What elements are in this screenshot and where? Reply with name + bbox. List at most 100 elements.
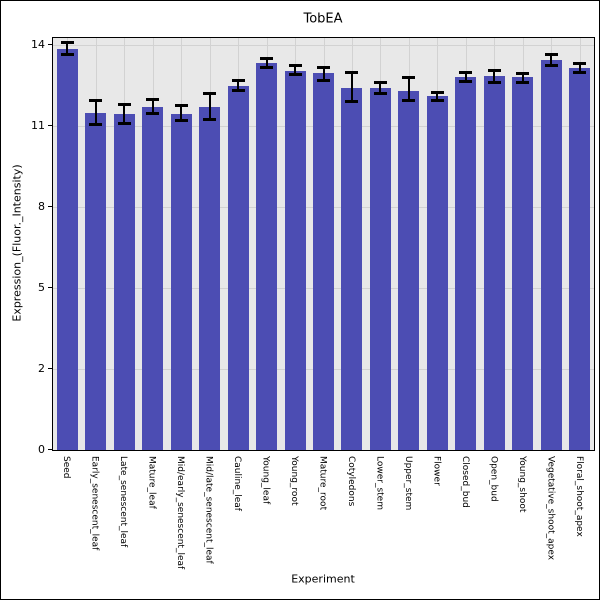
bar <box>170 113 192 450</box>
bar <box>142 107 164 450</box>
error-bar-cap <box>345 100 359 104</box>
error-bar-cap <box>231 89 245 93</box>
error-bar-line <box>436 92 439 101</box>
x-tick-label: Mid/late_senescent_leaf <box>203 456 214 564</box>
bar <box>85 112 107 450</box>
bar <box>540 59 562 450</box>
error-bar-cap <box>402 75 416 79</box>
x-tick-label: Young_shoot <box>516 456 527 513</box>
error-bar-cap <box>544 52 558 56</box>
error-bar-line <box>123 104 126 124</box>
error-bar-cap <box>174 104 188 108</box>
error-bar-cap <box>260 66 274 70</box>
error-bar-cap <box>146 97 160 101</box>
error-bar-cap <box>516 71 530 75</box>
bar <box>56 49 78 450</box>
x-tick-label: Early_senescent_leaf <box>89 456 100 551</box>
error-bar-cap <box>544 63 558 67</box>
x-tick-label: Cotyledons <box>345 456 356 507</box>
plot-area <box>52 37 595 451</box>
error-bar-cap <box>373 92 387 96</box>
error-bar-cap <box>117 102 131 106</box>
y-tick-mark <box>48 368 52 369</box>
bar <box>455 77 477 450</box>
error-bar-line <box>521 73 524 83</box>
x-tick-label: Closed_bud <box>459 456 470 508</box>
error-bar-line <box>94 100 97 125</box>
x-tick-label: Mature_leaf <box>146 456 157 509</box>
error-bar-line <box>578 63 581 72</box>
error-bar-cap <box>317 66 330 70</box>
error-bar-line <box>265 58 268 68</box>
bar <box>341 88 363 450</box>
y-tick-mark <box>48 449 52 450</box>
error-bar-line <box>66 42 69 55</box>
error-bar-cap <box>487 81 501 85</box>
error-bar-cap <box>174 119 188 123</box>
error-bar-cap <box>288 63 302 67</box>
error-bar-cap <box>430 98 444 102</box>
error-bar-cap <box>60 52 74 56</box>
bar <box>426 96 448 450</box>
y-tick-label: 5 <box>38 281 45 294</box>
error-bar-line <box>180 105 183 121</box>
bar <box>483 76 505 450</box>
x-tick-label: Flower <box>431 456 442 486</box>
y-tick-mark <box>48 125 52 126</box>
bar <box>369 88 391 450</box>
error-bar-cap <box>231 78 245 82</box>
error-bar-cap <box>459 79 473 83</box>
bar <box>256 62 278 450</box>
bar <box>313 73 334 450</box>
error-bar-cap <box>516 81 530 85</box>
y-tick-label: 0 <box>38 443 45 456</box>
error-bar-line <box>550 54 553 66</box>
bar <box>113 113 135 450</box>
error-bar-cap <box>317 78 330 82</box>
error-bar-cap <box>573 70 587 74</box>
error-bar-cap <box>146 112 160 116</box>
error-bar-cap <box>345 70 359 74</box>
x-tick-label: Late_senescent_leaf <box>118 456 129 548</box>
x-tick-label: Cauline_leaf <box>232 456 243 511</box>
y-axis-label: Expression_(Fluor._Intensity) <box>10 164 24 322</box>
y-tick-label: 8 <box>38 200 45 213</box>
error-bar-cap <box>430 90 444 94</box>
error-bar-cap <box>573 62 587 66</box>
error-bar-cap <box>89 98 103 102</box>
error-bar-line <box>294 65 297 75</box>
error-bar-cap <box>373 81 387 85</box>
error-bar-line <box>322 67 325 81</box>
error-bar-cap <box>487 69 501 73</box>
y-tick-label: 11 <box>31 119 45 132</box>
x-axis-label: Experiment <box>291 572 355 586</box>
bar <box>284 70 306 450</box>
error-bar-line <box>208 93 211 120</box>
error-bar-line <box>350 72 353 102</box>
error-bar-cap <box>117 121 131 125</box>
bar <box>199 107 221 450</box>
y-tick-label: 2 <box>38 362 45 375</box>
error-bar-cap <box>203 117 217 121</box>
x-tick-label: Floral_shoot_apex <box>573 456 584 537</box>
y-tick-mark <box>48 206 52 207</box>
bar <box>569 67 591 450</box>
bar <box>512 77 534 450</box>
error-bar-cap <box>60 40 74 44</box>
bar <box>227 85 249 450</box>
error-bar-cap <box>459 70 473 74</box>
x-tick-label: Upper_stem <box>402 456 413 511</box>
error-bar-cap <box>260 57 274 60</box>
x-tick-label: Young_root <box>289 456 300 506</box>
x-tick-label: Mature_root <box>317 456 328 511</box>
error-bar-cap <box>89 123 103 127</box>
error-bar-line <box>237 80 240 91</box>
x-tick-label: Young_leaf <box>260 456 271 505</box>
y-tick-mark <box>48 44 52 45</box>
chart-title: TobEA <box>303 11 343 27</box>
y-tick-label: 14 <box>31 38 45 51</box>
error-bar-line <box>493 70 496 83</box>
error-bar-line <box>407 77 410 101</box>
x-tick-label: Seed <box>61 456 72 479</box>
